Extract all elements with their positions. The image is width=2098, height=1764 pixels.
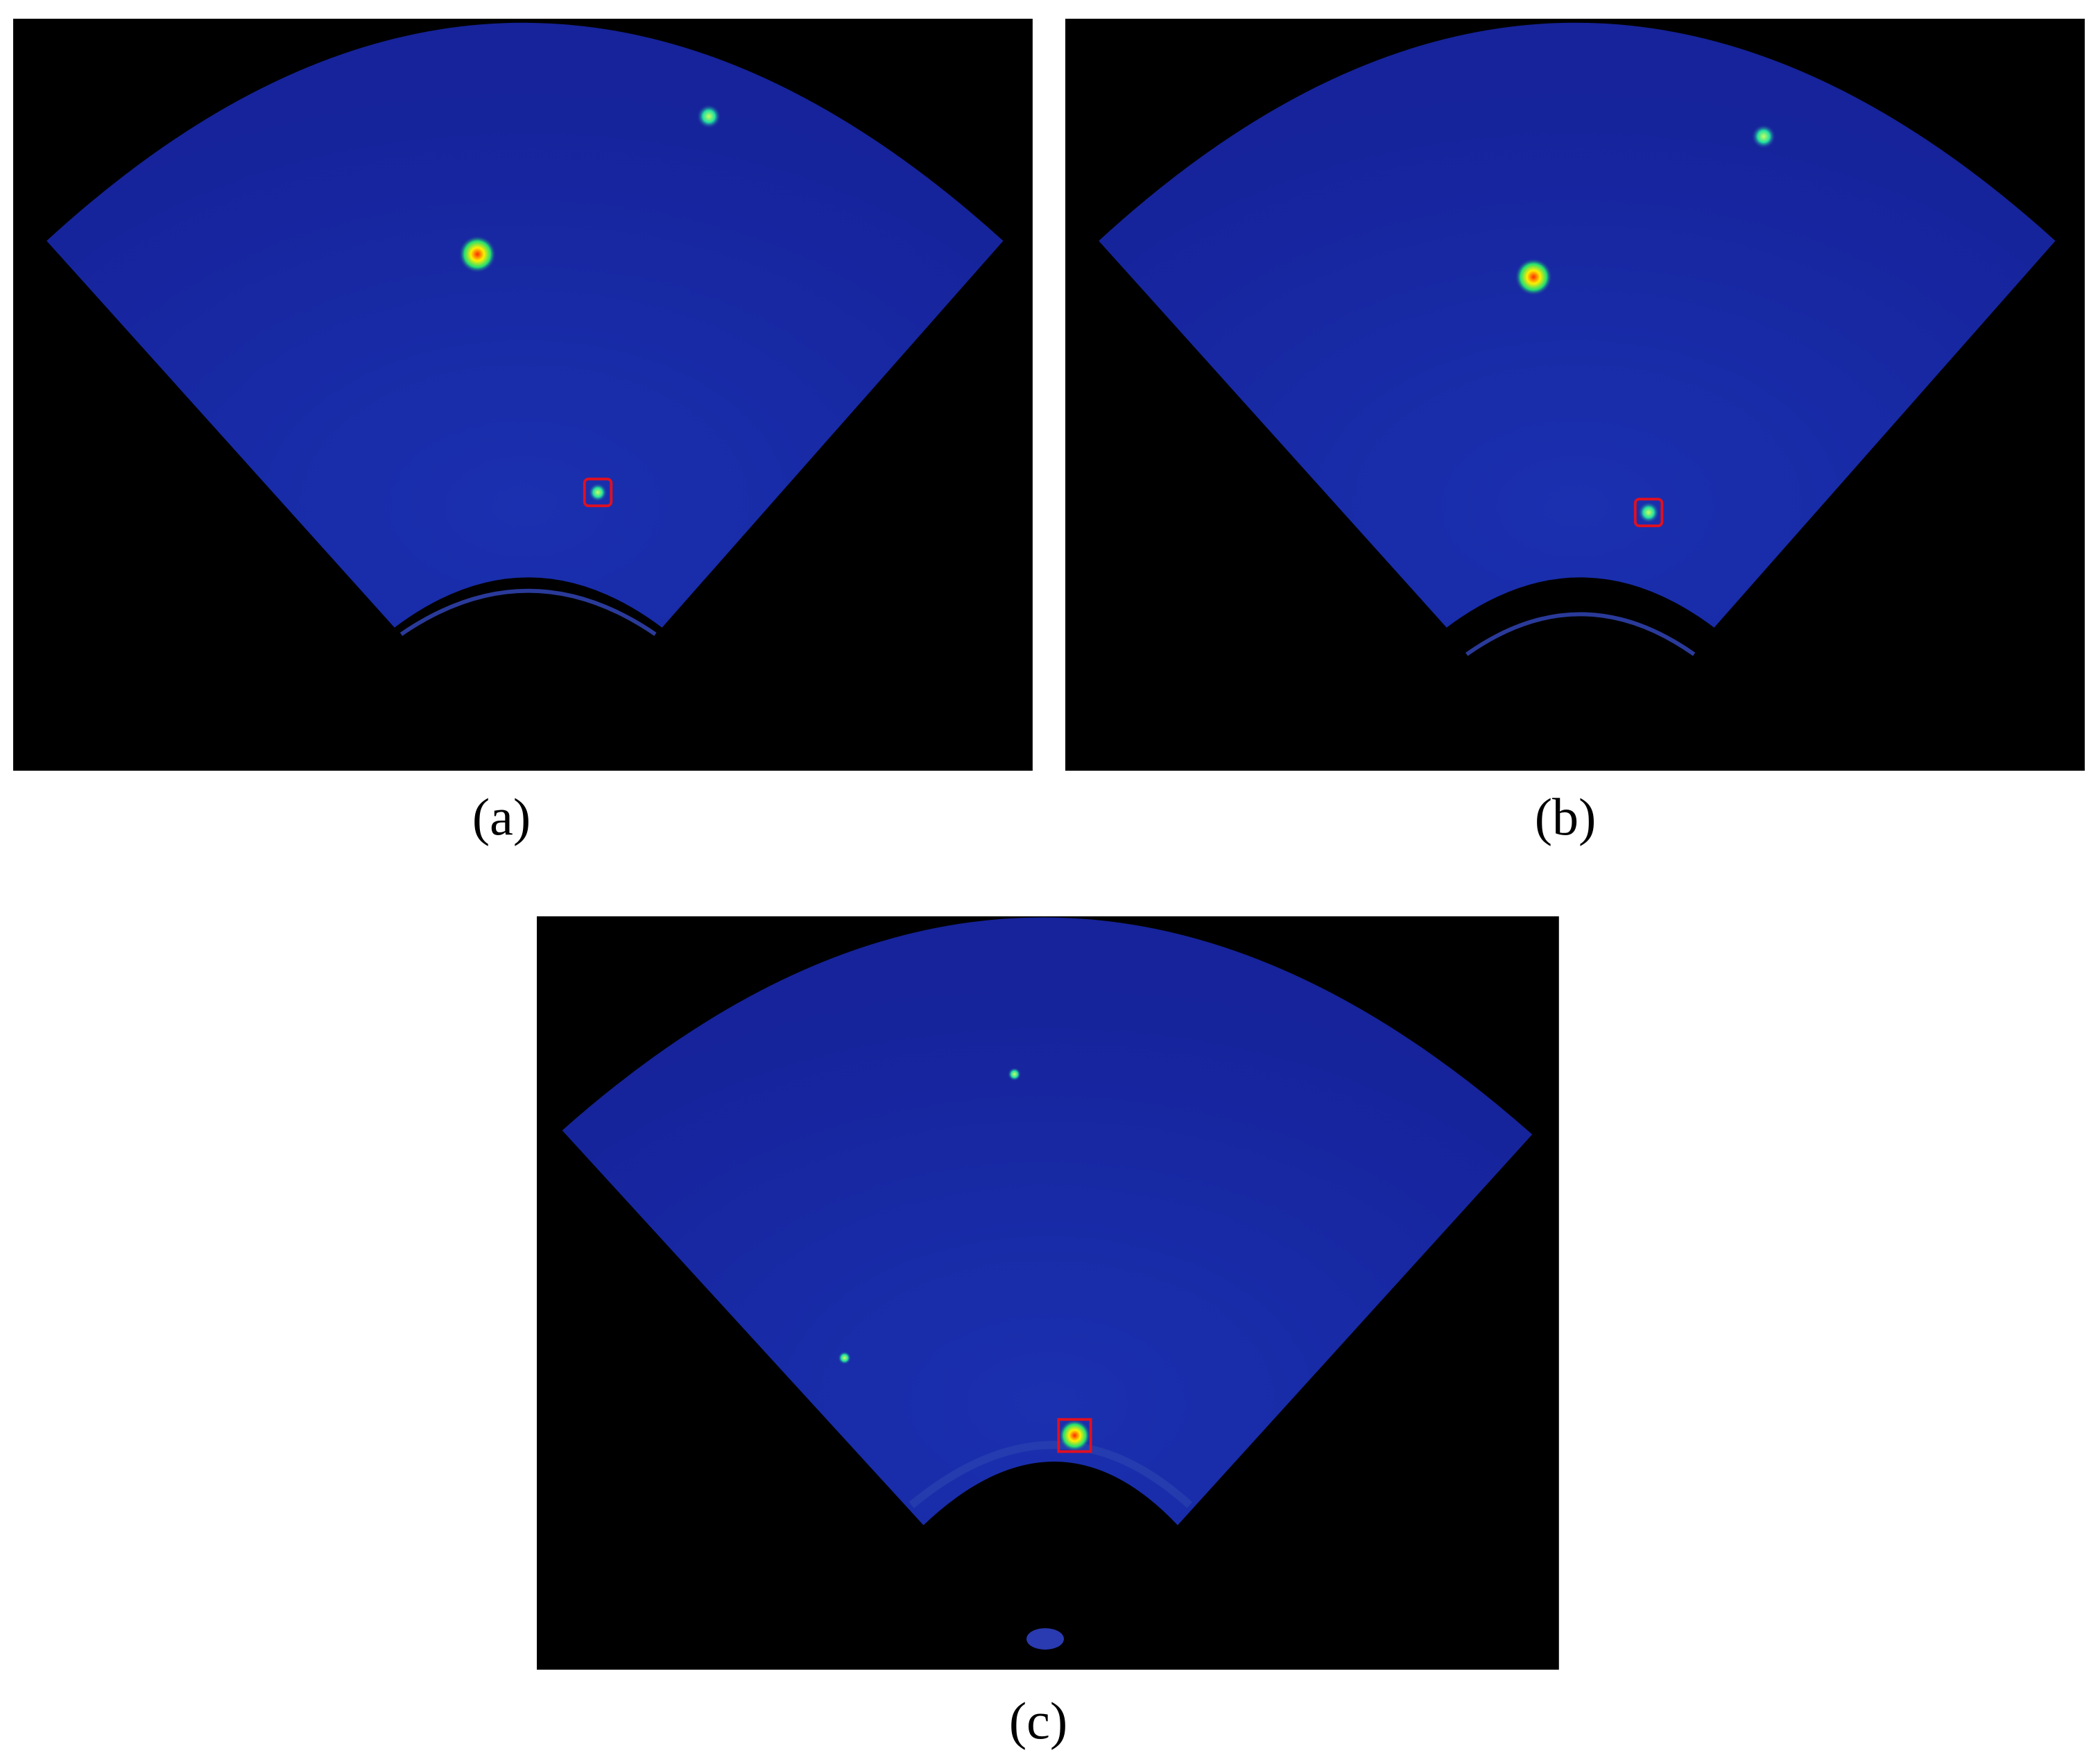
sonar-image-b xyxy=(1065,19,2085,771)
sonar-image-a xyxy=(13,19,1033,771)
panel-label: (b) xyxy=(1535,788,1597,846)
panel-label: (c) xyxy=(1009,1692,1067,1750)
panel-label: (a) xyxy=(472,788,531,846)
sonar-image-c xyxy=(537,916,1559,1670)
